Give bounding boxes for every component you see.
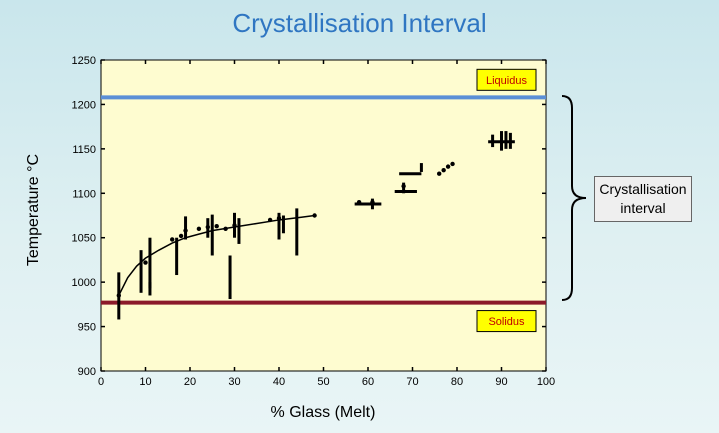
reference-lines: Liquidus Solidus xyxy=(101,68,546,333)
y-tick-label: 1250 xyxy=(72,55,96,67)
liquidus-tag xyxy=(476,68,537,91)
x-tick-label: 30 xyxy=(228,376,240,388)
interval-brace xyxy=(561,95,587,301)
data-point xyxy=(196,226,202,232)
data-point xyxy=(437,171,442,176)
data-point xyxy=(450,161,455,167)
slide-title: Crystallisation Interval xyxy=(232,8,487,38)
data-point xyxy=(370,199,375,205)
x-tick-label: 60 xyxy=(362,376,374,388)
x-tick-label: 80 xyxy=(451,376,463,388)
data-point xyxy=(116,293,122,298)
data-point xyxy=(214,223,219,229)
data-marks xyxy=(116,131,515,320)
data-point xyxy=(445,164,451,169)
y-tick-label: 1100 xyxy=(72,188,96,200)
data-point xyxy=(276,215,282,221)
x-axis-title: % Glass (Melt) xyxy=(271,404,376,421)
x-tick-label: 0 xyxy=(98,376,104,388)
data-point xyxy=(356,199,362,205)
y-tick-label: 1050 xyxy=(72,233,96,245)
y-tick-label: 950 xyxy=(78,322,96,334)
data-point xyxy=(170,237,175,242)
y-axis-title: Temperature °C xyxy=(25,154,42,266)
plot-area xyxy=(100,59,547,372)
data-point xyxy=(232,223,237,228)
crystallisation-interval-callout: Crystallisation interval xyxy=(594,176,692,222)
data-point xyxy=(143,260,148,265)
data-point xyxy=(205,224,210,230)
solidus-tag xyxy=(476,310,537,333)
x-tick-label: 100 xyxy=(537,376,555,388)
data-point xyxy=(178,233,184,239)
callout-line-2: interval xyxy=(620,200,666,216)
callout-line-1: Crystallisation xyxy=(599,181,687,197)
x-tick-label: 50 xyxy=(317,376,329,388)
trend-curve xyxy=(118,214,315,296)
y-tick-label: 1000 xyxy=(72,277,96,289)
data-point xyxy=(183,228,188,233)
solidus-tag-label: Solidus xyxy=(488,316,525,328)
x-tick-label: 70 xyxy=(406,376,418,388)
data-point xyxy=(267,217,273,223)
x-tick-label: 10 xyxy=(139,376,151,388)
y-tick-label: 1150 xyxy=(72,144,96,156)
data-point xyxy=(312,213,317,218)
x-tick-label: 90 xyxy=(495,376,507,388)
data-point xyxy=(223,226,228,232)
y-tick-label: 900 xyxy=(78,366,96,378)
data-point xyxy=(441,167,446,173)
axis-ticks: 0 10 20 30 40 50 60 70 80 90 100 900 950 1000 1050 1100… xyxy=(72,55,556,388)
x-tick-label: 20 xyxy=(184,376,196,388)
y-tick-label: 1200 xyxy=(72,99,96,111)
liquidus-tag-label: Liquidus xyxy=(486,75,527,87)
data-point xyxy=(401,183,406,189)
x-tick-label: 40 xyxy=(273,376,285,388)
